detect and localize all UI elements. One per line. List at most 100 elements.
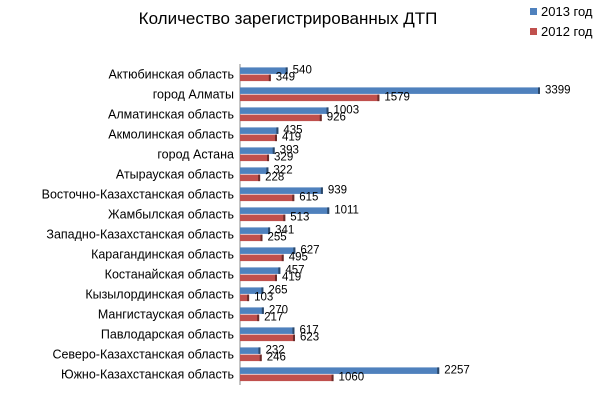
- bar-2013: [240, 227, 271, 234]
- bar-2013: [240, 147, 275, 154]
- legend: 2013 год 2012 год: [530, 4, 593, 39]
- bar-end: [247, 294, 250, 302]
- bar-2013: [240, 107, 329, 114]
- category-label: Мангистауская область: [98, 308, 234, 322]
- category-label: Павлодарская область: [101, 328, 234, 342]
- bar-end: [326, 107, 329, 114]
- bar-2013: [240, 267, 281, 274]
- data-label: 1060: [339, 372, 365, 384]
- category-label: Северо-Казахстанская область: [52, 348, 234, 362]
- bar-2013: [240, 167, 269, 174]
- bar-2012: [240, 214, 286, 222]
- bar-2013: [240, 247, 296, 254]
- data-label: 495: [289, 252, 308, 264]
- bar-2012: [240, 294, 250, 302]
- bar-end: [281, 254, 284, 262]
- bar-end: [259, 354, 262, 362]
- category-label: Актюбинская область: [108, 68, 234, 82]
- data-label: 246: [267, 352, 286, 364]
- data-label: 1011: [334, 204, 359, 216]
- data-label: 232: [265, 344, 284, 356]
- data-label: 217: [264, 312, 283, 324]
- category-label: Карагандинская область: [91, 248, 234, 262]
- bar-end: [377, 94, 380, 102]
- bar-2012: [240, 254, 284, 262]
- bars: 5403493399157910039264354193933293222289…: [240, 64, 571, 384]
- category-label: Акмолинская область: [108, 128, 234, 142]
- data-label: 615: [299, 192, 318, 204]
- bar-2012: [240, 334, 295, 342]
- category-label: город Астана: [157, 148, 234, 162]
- bar-2012: [240, 94, 380, 102]
- bar-end: [331, 374, 334, 382]
- category-label: Южно-Казахстанская область: [61, 368, 234, 382]
- data-label: 1579: [384, 92, 410, 104]
- data-label: 540: [293, 64, 312, 76]
- bar-end: [538, 87, 540, 94]
- bar-2012: [240, 274, 277, 282]
- bar-2013: [240, 347, 261, 354]
- bar-2013: [240, 367, 440, 374]
- bar-end: [260, 234, 263, 242]
- bar-end: [257, 314, 260, 322]
- bar-end: [272, 147, 275, 154]
- legend-label: 2013 год: [541, 4, 593, 19]
- data-label: 341: [275, 224, 294, 236]
- data-label: 513: [290, 212, 309, 224]
- bar-end: [437, 367, 440, 374]
- data-label: 103: [254, 292, 273, 304]
- category-label: Костанайская область: [105, 268, 234, 282]
- bar-2012: [240, 154, 270, 162]
- bar-end: [261, 307, 264, 314]
- chart-title: Количество зарегистрированных ДТП: [139, 9, 438, 28]
- data-label: 322: [273, 164, 292, 176]
- bar-2012: [240, 314, 260, 322]
- data-label: 255: [268, 232, 287, 244]
- bar-2012: [240, 134, 277, 142]
- data-label: 265: [268, 284, 287, 296]
- data-label: 419: [282, 132, 301, 144]
- bar-end: [292, 334, 295, 342]
- bar-2013: [240, 207, 330, 214]
- data-label: 623: [300, 332, 319, 344]
- data-label: 228: [265, 172, 284, 184]
- category-label: Атырауская область: [116, 168, 234, 182]
- category-label: Восточно-Казахстанская область: [42, 188, 234, 202]
- bar-end: [274, 274, 277, 282]
- bar-end: [292, 327, 295, 334]
- bar-end: [283, 214, 286, 222]
- category-label: город Алматы: [153, 88, 234, 102]
- data-label: 617: [299, 324, 318, 336]
- bar-2012: [240, 374, 334, 382]
- bar-2012: [240, 194, 295, 202]
- bar-2013: [240, 67, 288, 74]
- data-label: 2257: [444, 364, 470, 376]
- data-label: 457: [285, 264, 304, 276]
- category-label: Алматинская область: [108, 108, 234, 122]
- data-label: 3399: [545, 84, 571, 96]
- bar-end: [266, 167, 269, 174]
- data-label: 393: [280, 144, 299, 156]
- legend-swatch: [530, 28, 537, 35]
- data-label: 419: [282, 272, 301, 284]
- bar-end: [320, 187, 323, 194]
- bar-2013: [240, 187, 323, 194]
- category-label: Жамбылская область: [108, 208, 234, 222]
- bar-end: [268, 74, 271, 82]
- bar-2012: [240, 234, 263, 242]
- bar-end: [258, 174, 261, 182]
- data-label: 939: [328, 184, 347, 196]
- bar-end: [258, 347, 261, 354]
- data-label: 926: [327, 112, 346, 124]
- legend-swatch: [530, 8, 537, 15]
- bar-end: [327, 207, 330, 214]
- bar-end: [319, 114, 322, 122]
- bar-2012: [240, 74, 271, 82]
- category-labels: Актюбинская область город Алматы Алматинск…: [42, 68, 234, 382]
- bar-2013: [240, 287, 264, 294]
- bar-end: [261, 287, 264, 294]
- bar-end: [268, 227, 271, 234]
- bar-end: [278, 267, 281, 274]
- bar-end: [285, 67, 288, 74]
- bar-2012: [240, 174, 261, 182]
